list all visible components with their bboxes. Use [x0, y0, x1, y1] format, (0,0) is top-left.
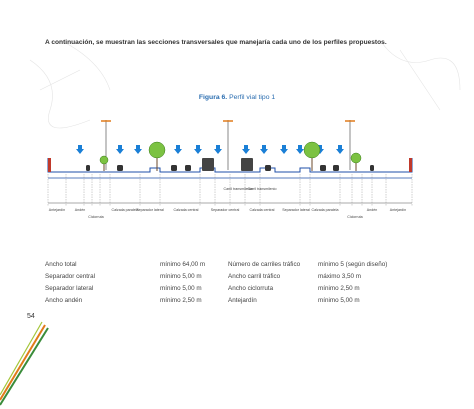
- car: [86, 165, 90, 171]
- zone-label: Separador lateral: [282, 208, 310, 212]
- tree: [350, 152, 362, 164]
- zone-label: Andén: [75, 208, 85, 212]
- arrow: [116, 145, 124, 154]
- zone-label: Andén: [367, 208, 377, 212]
- edge: [48, 158, 51, 172]
- vehicles: [86, 158, 374, 171]
- zone-label: Calzada paralela: [112, 208, 139, 212]
- arrow: [296, 145, 304, 154]
- figure-caption: Figura 6. Perfil vial tipo 1: [199, 94, 276, 101]
- arrow: [134, 145, 142, 154]
- car: [171, 165, 177, 171]
- specs-table: Ancho total mínimo 64,00 m Número de carri…: [45, 261, 387, 304]
- car: [185, 165, 191, 171]
- arrow: [336, 145, 344, 154]
- table-cell: mínimo 2,50 m: [318, 285, 360, 292]
- zone-label: Separador central: [211, 208, 240, 212]
- road-surface: [47, 158, 413, 173]
- table-cell: mínimo 5 (según diseño): [318, 261, 387, 268]
- table-cell: Número de carriles tráfico: [228, 261, 301, 268]
- table-cell: mínimo 5,00 m: [160, 285, 202, 292]
- arrow: [194, 145, 202, 154]
- table-cell: mínimo 5,00 m: [318, 297, 360, 304]
- table-cell: mínimo 64,00 m: [160, 261, 205, 268]
- table-cell: Ancho carril tráfico: [228, 273, 281, 280]
- bus: [241, 158, 253, 171]
- car: [370, 165, 374, 171]
- zone-label: Ciclorruta: [88, 215, 103, 219]
- tree: [99, 155, 109, 165]
- car: [117, 165, 123, 171]
- tree: [303, 141, 321, 159]
- background-lines: [29, 39, 461, 129]
- decor: [0, 327, 49, 406]
- zone-label: Separador lateral: [136, 208, 164, 212]
- zone-label: Antejardín: [49, 208, 65, 212]
- tree: [148, 141, 166, 159]
- table-cell: mínimo 5,00 m: [160, 273, 202, 280]
- zone-label: Antejardín: [390, 208, 406, 212]
- table-cell: mínimo 2,50 m: [160, 297, 202, 304]
- table-cell: Ancho ciclorruta: [228, 285, 274, 292]
- table-cell: Separador lateral: [45, 285, 93, 292]
- table-cell: Separador central: [45, 273, 95, 280]
- decor: [0, 321, 43, 396]
- dividers: [47, 174, 413, 206]
- arrow: [242, 145, 250, 154]
- zone-label: Calzada central: [174, 208, 199, 212]
- arrow: [76, 145, 84, 154]
- table-cell: Ancho andén: [45, 297, 83, 304]
- page-number: 54: [27, 313, 35, 320]
- arrow: [174, 145, 182, 154]
- bus: [202, 158, 214, 171]
- trees: [99, 141, 362, 171]
- lane-label: Carril transmilenio: [224, 187, 253, 191]
- arrow: [280, 145, 288, 154]
- arrow: [214, 145, 222, 154]
- arrow: [260, 145, 268, 154]
- intro-text: A continuación, se muestran las seccione…: [45, 39, 387, 46]
- table-cell: Antejardín: [228, 297, 257, 304]
- edge: [409, 158, 412, 172]
- car: [333, 165, 339, 171]
- zone-label: Calzada central: [250, 208, 275, 212]
- zone-label: Calzada paralela: [312, 208, 339, 212]
- lane-label: Carril transmilenio: [248, 187, 277, 191]
- table-cell: máximo 3,50 m: [318, 273, 361, 280]
- zone-label: Ciclorruta: [347, 215, 362, 219]
- decor: [0, 324, 46, 401]
- car: [265, 165, 271, 171]
- table-cell: Ancho total: [45, 261, 77, 268]
- car: [320, 165, 326, 171]
